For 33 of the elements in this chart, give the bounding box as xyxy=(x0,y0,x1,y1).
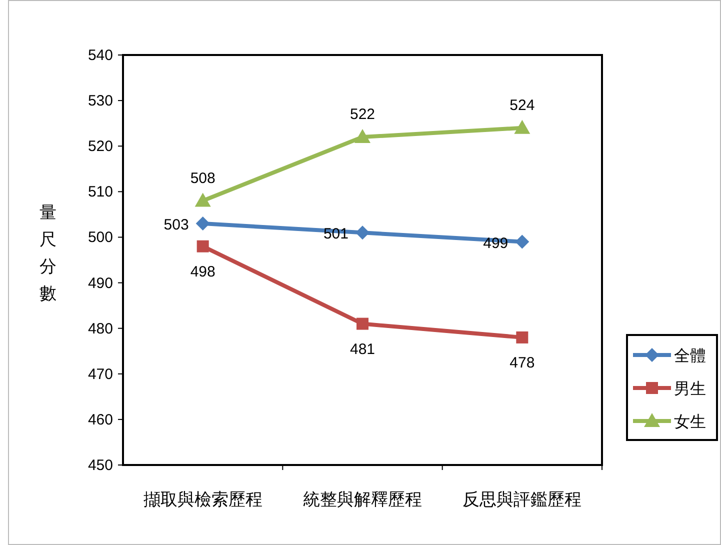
data-label: 478 xyxy=(510,354,535,372)
y-tick-label: 530 xyxy=(88,92,113,110)
y-axis-title: 量尺分數 xyxy=(40,203,56,303)
legend-label: 女生 xyxy=(674,413,706,431)
point xyxy=(194,192,211,207)
x-tick-label: 反思與評鑑歷程 xyxy=(462,490,582,509)
x-tick-label: 擷取與檢索歷程 xyxy=(143,490,262,509)
legend-label: 男生 xyxy=(674,380,706,398)
point xyxy=(354,129,370,143)
data-label: 508 xyxy=(190,170,216,187)
y-tick-label: 470 xyxy=(88,366,113,383)
y-tick-label: 490 xyxy=(88,274,113,292)
y-tick-label: 450 xyxy=(88,457,113,474)
data-label: 503 xyxy=(164,216,189,234)
data-label: 481 xyxy=(350,340,376,358)
y-tick-label: 500 xyxy=(88,229,113,246)
data-label: 524 xyxy=(510,96,535,114)
y-tick-label: 520 xyxy=(88,138,113,156)
point xyxy=(514,120,530,134)
y-tick-label: 480 xyxy=(88,320,113,338)
data-label: 498 xyxy=(190,263,216,280)
data-label: 522 xyxy=(350,106,376,123)
point xyxy=(515,234,530,249)
point xyxy=(196,216,210,231)
point xyxy=(516,331,528,344)
point xyxy=(196,240,209,252)
x-tick-label: 統整與解釋歷程 xyxy=(303,490,422,509)
point xyxy=(356,226,370,240)
y-tick-label: 510 xyxy=(88,184,113,201)
y-tick-label: 460 xyxy=(88,411,113,428)
legend-label: 全體 xyxy=(674,348,706,365)
y-tick-label: 540 xyxy=(88,47,113,64)
point xyxy=(356,318,368,330)
